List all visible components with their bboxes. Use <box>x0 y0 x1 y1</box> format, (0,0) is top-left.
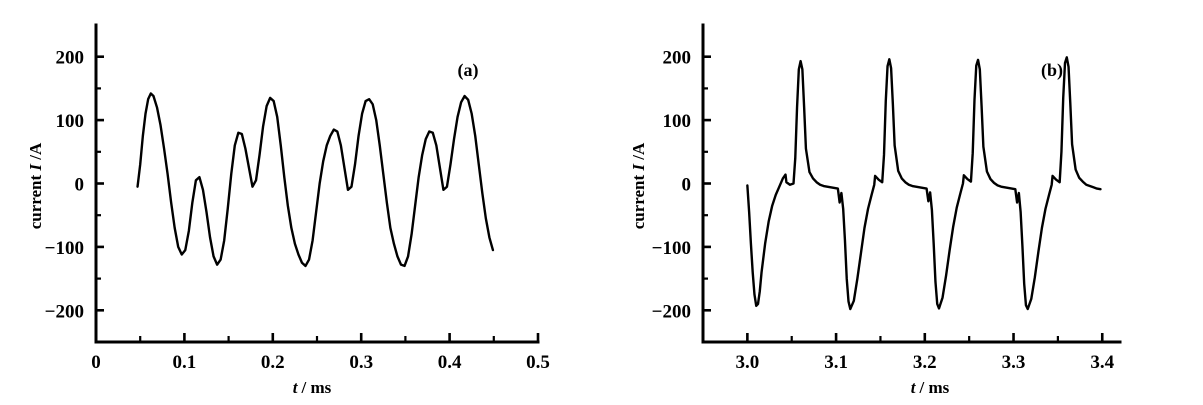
y-tick-label: 0 <box>75 175 85 196</box>
y-tick-label: 200 <box>663 48 692 69</box>
panel-b: −200 −100 0 100 200 3.0 3.1 3.2 3.3 3.4 (b) curre… <box>600 0 1203 405</box>
panel-b-plot: −200 −100 0 100 200 3.0 3.1 3.2 3.3 3.4 (b) curre… <box>629 23 1122 397</box>
x-tick-label: 0 <box>91 352 101 373</box>
x-tick-label: 3.1 <box>824 352 848 373</box>
panel-a-plot: −200 −100 0 100 200 0 0.1 0.2 0.3 0.4 0.5 (a) curr… <box>26 23 550 397</box>
y-axis-title-b: current I /A <box>629 142 648 229</box>
y-tick-label: 0 <box>682 175 692 196</box>
x-tick-label: 0.2 <box>261 352 285 373</box>
x-tick-label: 3.3 <box>1002 352 1026 373</box>
y-tick-label: −200 <box>45 301 84 322</box>
x-tick-label: 3.4 <box>1090 352 1114 373</box>
y-axis-title-a: current I /A <box>26 142 45 229</box>
x-tick-label: 3.0 <box>735 352 759 373</box>
panel-label-a: (a) <box>458 60 479 81</box>
x-tick-label: 0.3 <box>349 352 373 373</box>
y-tick-label: −200 <box>652 301 691 322</box>
x-tick-label: 0.1 <box>173 352 197 373</box>
x-axis-title-a: t / ms <box>293 378 332 397</box>
panel-a: −200 −100 0 100 200 0 0.1 0.2 0.3 0.4 0.5 (a) curr… <box>0 0 600 405</box>
svg-text:current I /A: current I /A <box>629 142 648 229</box>
y-tick-label: −100 <box>652 238 691 259</box>
waveform-trace-b <box>746 56 1102 311</box>
x-tick-label: 0.5 <box>526 352 550 373</box>
y-tick-label: −100 <box>45 238 84 259</box>
y-tick-label: 100 <box>56 111 85 132</box>
x-tick-label: 0.4 <box>438 352 462 373</box>
y-tick-label: 100 <box>663 111 692 132</box>
waveform-trace-a <box>136 92 495 268</box>
x-axis-title-b: t / ms <box>911 378 950 397</box>
panel-label-b: (b) <box>1041 60 1063 81</box>
svg-text:current I /A: current I /A <box>26 142 45 229</box>
y-tick-label: 200 <box>56 48 85 69</box>
x-tick-label: 3.2 <box>913 352 937 373</box>
